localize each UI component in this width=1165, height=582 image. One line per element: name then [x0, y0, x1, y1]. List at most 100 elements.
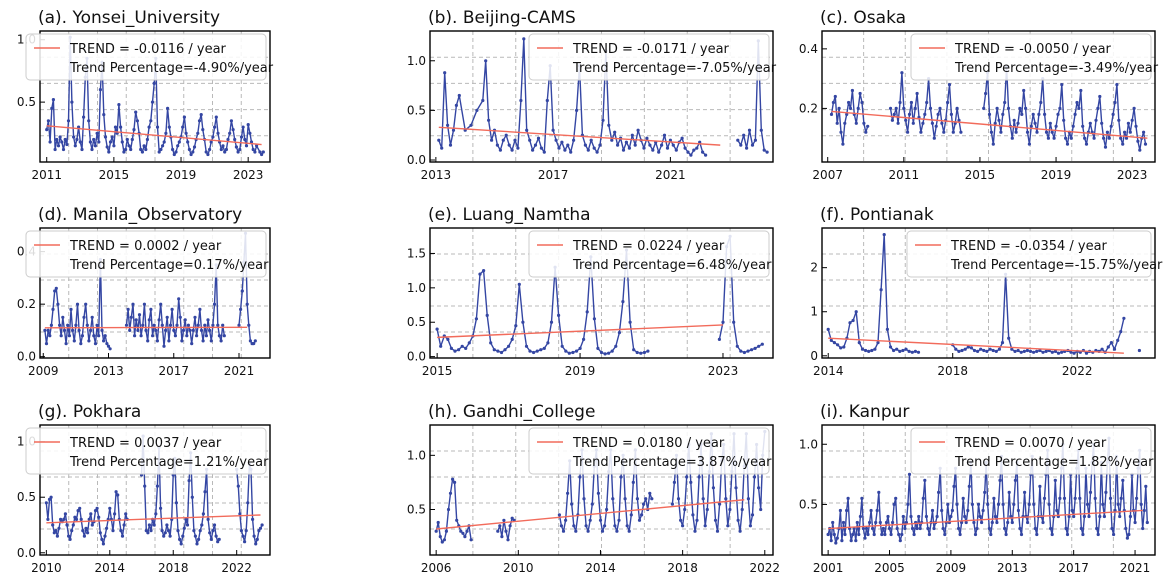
data-point [208, 531, 212, 535]
data-point [159, 147, 163, 152]
x-tick-label: 2019 [565, 364, 596, 378]
data-point [1137, 348, 1141, 353]
data-point [524, 344, 529, 348]
data-point [1069, 136, 1073, 140]
data-point [680, 136, 684, 140]
data-point [762, 148, 766, 152]
data-point [645, 136, 649, 140]
data-point [222, 334, 226, 338]
data-point [185, 523, 190, 527]
data-point [572, 138, 576, 142]
data-point [875, 508, 879, 513]
data-point [888, 106, 893, 110]
data-point [1067, 514, 1071, 519]
data-point [963, 514, 967, 519]
data-point [451, 477, 455, 481]
data-point [76, 509, 80, 513]
data-point [1109, 341, 1113, 345]
data-point [1084, 351, 1089, 355]
data-point [845, 508, 849, 513]
data-point [1112, 532, 1116, 537]
data-point [621, 148, 626, 152]
data-point [660, 143, 664, 147]
data-point [947, 83, 952, 87]
data-point [243, 137, 247, 142]
y-tick-label: 1.5 [407, 246, 426, 260]
data-point [605, 507, 609, 512]
data-point [459, 529, 463, 533]
data-point [203, 323, 207, 327]
data-point [174, 150, 178, 154]
data-point [648, 143, 652, 147]
data-point [149, 307, 153, 311]
y-tick-label: 0 [810, 349, 818, 363]
data-point [1032, 502, 1036, 506]
data-point [516, 146, 520, 150]
data-point [640, 513, 644, 517]
data-point [206, 318, 210, 322]
data-point [93, 509, 98, 513]
data-point [146, 531, 150, 535]
data-point [930, 121, 935, 125]
data-point [166, 529, 171, 533]
y-tick-label: 0.5 [407, 103, 426, 117]
data-point [1081, 124, 1085, 128]
data-point [502, 518, 506, 522]
data-point [583, 143, 588, 147]
data-point [941, 526, 945, 531]
data-point [190, 495, 194, 499]
data-point [60, 140, 64, 144]
data-point [239, 529, 243, 533]
data-point [455, 518, 459, 522]
data-point [97, 140, 101, 144]
data-point [435, 327, 439, 331]
data-point [904, 347, 908, 351]
data-point [164, 328, 168, 332]
data-point [1132, 106, 1136, 110]
data-point [724, 497, 728, 501]
data-point [92, 334, 96, 338]
data-point [966, 508, 970, 513]
data-point [223, 150, 227, 154]
panel-3: (c). Osaka 2007 2011 2015 2019 2023 0.2 0.4 TREN… [799, 8, 1159, 182]
data-point [584, 524, 588, 528]
axes-frame [821, 30, 1156, 163]
data-point [90, 147, 94, 152]
data-point [1096, 532, 1100, 537]
data-point [879, 288, 883, 292]
data-point [228, 131, 232, 135]
data-point [839, 346, 843, 350]
data-point [127, 144, 131, 148]
legend-percentage-label: Trend Percentage=1.21%/year [69, 455, 269, 470]
panel-title: (b). Beijing-CAMS [428, 8, 576, 28]
data-point [496, 349, 500, 353]
data-point [226, 137, 230, 142]
data-point [567, 351, 571, 355]
y-tick-label: 0.5 [17, 95, 36, 109]
data-point [107, 150, 111, 154]
data-point [986, 502, 990, 506]
y-tick-label: 0.5 [799, 497, 818, 511]
data-point [903, 526, 907, 531]
data-point [1053, 349, 1057, 353]
y-tick-label: 0.0 [17, 350, 36, 364]
data-point [697, 475, 701, 479]
data-point [482, 269, 486, 273]
data-point [557, 513, 562, 517]
data-point [748, 524, 753, 528]
data-point [913, 106, 917, 110]
series-markers [435, 234, 764, 356]
data-point [856, 106, 860, 110]
data-point [662, 133, 667, 137]
data-point [503, 348, 507, 352]
data-point [742, 133, 746, 137]
data-point [87, 119, 91, 123]
data-point [928, 106, 933, 110]
data-point [1081, 532, 1085, 537]
data-point [1016, 348, 1020, 353]
data-point [62, 328, 67, 332]
data-point [1127, 532, 1131, 537]
data-point [1027, 502, 1031, 506]
data-point [545, 98, 549, 103]
data-point [671, 143, 675, 147]
